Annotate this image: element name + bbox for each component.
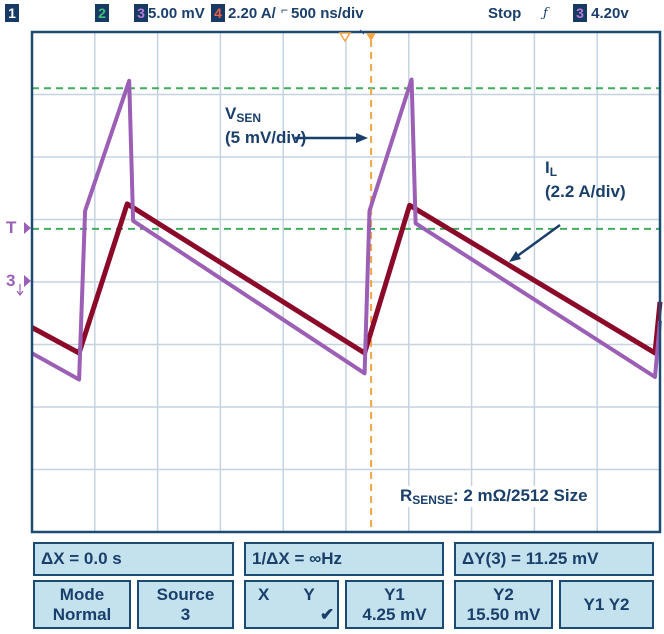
ch4-scale[interactable]: 4 2.20 A/: [211, 4, 276, 24]
ch2-box: 2: [95, 4, 109, 22]
mode-label: Mode: [59, 585, 105, 604]
vsen-label-main: V: [225, 104, 237, 123]
traces: [30, 77, 663, 382]
y1-label: Y1: [384, 585, 405, 604]
il-label: IL: [545, 158, 557, 179]
ch4-box: 4: [211, 4, 225, 22]
trigger-slope-icon: ƒ: [543, 6, 548, 21]
ch3-offscale-arrow-icon: [16, 284, 24, 296]
rsense-label-sub: SENSE: [412, 493, 453, 507]
trigger-position-icon: ⌐: [281, 3, 289, 17]
ch4-scale-text: 2.20 A/: [228, 5, 276, 22]
check-icon: ✔: [320, 605, 335, 624]
il-label-sub: L: [549, 165, 558, 179]
ch3-ground-marker: [24, 275, 31, 287]
trigger-marker-label: T: [6, 218, 17, 237]
il-arrowhead: [509, 251, 521, 262]
trigger-pos-tick: [359, 29, 365, 35]
y2-label: Y2: [493, 585, 514, 604]
il-label-main: I: [545, 158, 550, 177]
run-status[interactable]: Stop: [488, 5, 522, 22]
time-cursor-marker: [366, 33, 376, 41]
source-label: Source: [156, 585, 215, 604]
trigger-level-marker: [24, 222, 31, 234]
ch2-indicator[interactable]: 2: [95, 4, 109, 24]
vsen-label-sub: SEN: [236, 111, 262, 125]
y1-value: 4.25 mV: [362, 605, 427, 624]
il-arrow: [515, 223, 561, 259]
trigger-level-text: 4.20v: [591, 5, 629, 22]
ch3-marker-label: 3: [6, 271, 16, 290]
y2-button[interactable]: Y2 15.50 mV: [454, 580, 553, 629]
plot-frame: [30, 30, 662, 534]
x-label: X: [258, 585, 270, 604]
y1-button[interactable]: Y1 4.25 mV: [345, 580, 444, 629]
inv-delta-x-readout: 1/ΔX = ∞Hz: [244, 542, 444, 576]
il-scale: (2.2 A/div): [545, 182, 626, 201]
source-button[interactable]: Source 3: [137, 580, 234, 629]
mode-button[interactable]: Mode Normal: [33, 580, 131, 629]
cursors: [32, 40, 660, 532]
ch3-box: 3: [134, 4, 148, 22]
timebase[interactable]: 500 ns/div: [291, 5, 364, 22]
trigger-level[interactable]: 3 4.20v: [573, 4, 629, 24]
xy-cursor-button[interactable]: X Y ✔: [244, 580, 339, 629]
grid: [32, 32, 660, 532]
trigger-point-marker: [338, 32, 352, 43]
y2-value: 15.50 mV: [466, 605, 541, 624]
y1y2-button[interactable]: Y1 Y2: [559, 580, 654, 629]
trigger-source-box: 3: [573, 4, 587, 22]
vsen-scale: (5 mV/div): [225, 128, 307, 147]
vsen-label: VSEN: [225, 104, 261, 125]
ch3-scale[interactable]: 3 5.00 mV: [134, 4, 205, 24]
ch1-indicator[interactable]: 1: [5, 4, 19, 24]
ch1-box: 1: [5, 4, 19, 22]
rsense-value: : 2 mΩ/2512 Size: [452, 486, 588, 505]
rsense-label-main: R: [400, 486, 413, 505]
delta-x-readout: ΔX = 0.0 s: [33, 542, 234, 576]
trace-ch3: [31, 77, 662, 382]
source-value: 3: [180, 605, 191, 624]
mode-value: Normal: [52, 605, 112, 624]
vsen-arrowhead: [356, 133, 368, 143]
ch3-scale-text: 5.00 mV: [148, 5, 205, 22]
rsense-label: RSENSE: 2 mΩ/2512 Size: [397, 486, 591, 507]
delta-y-readout: ΔY(3) = 11.25 mV: [454, 542, 654, 576]
y-label: Y: [303, 585, 315, 604]
